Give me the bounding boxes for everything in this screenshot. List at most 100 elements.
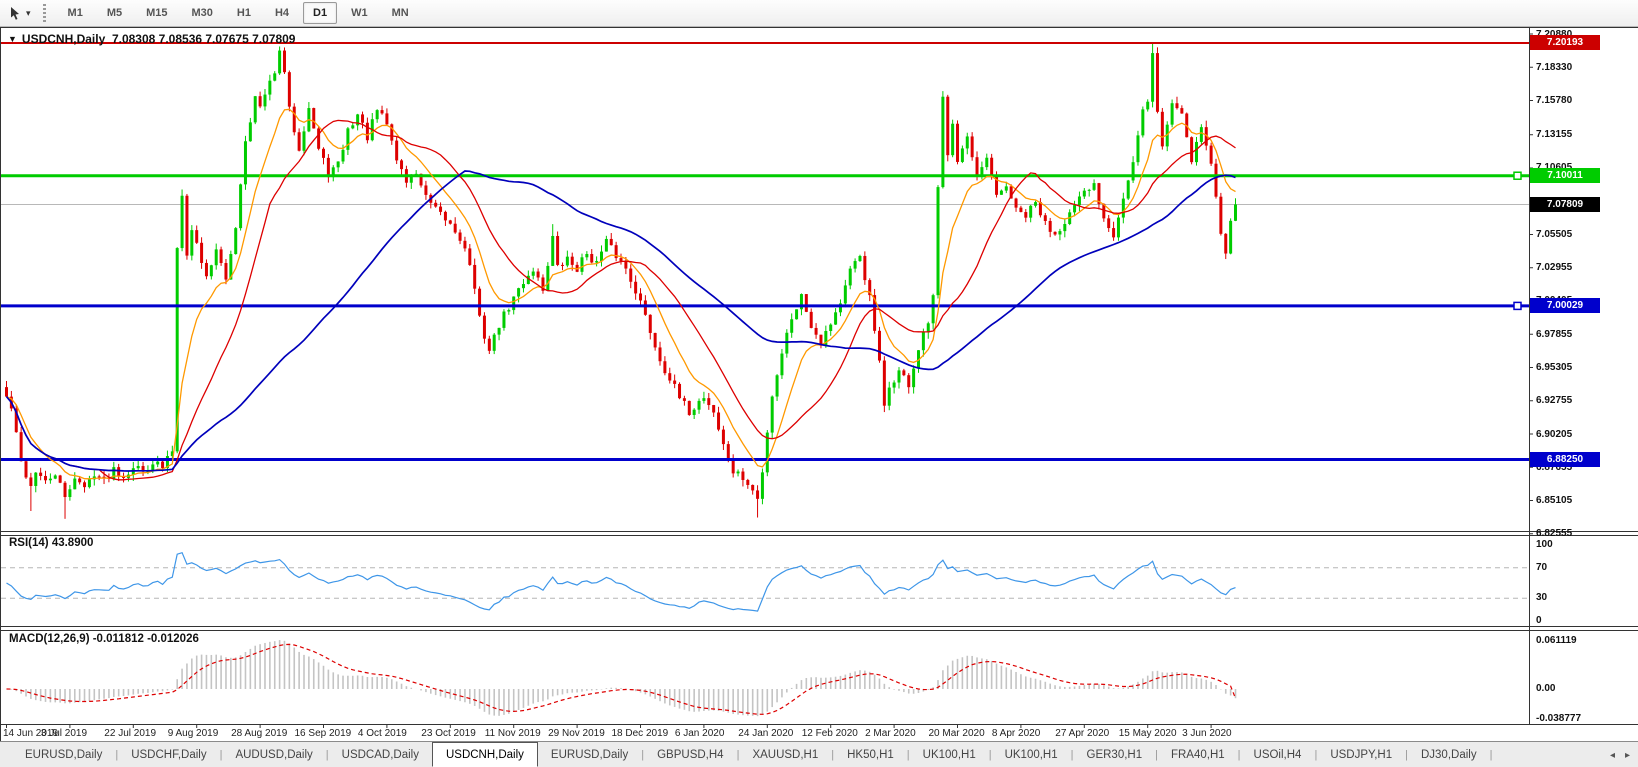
- tab-dj30-daily[interactable]: DJ30,Daily: [1420, 748, 1477, 761]
- price-label: 6.95305: [1536, 361, 1573, 373]
- price-label: 7.15780: [1536, 95, 1573, 106]
- date-axis[interactable]: 14 Jun 2019 3 Jul 2019 22 Jul 2019 9 Aug 20…: [1, 725, 1529, 743]
- date-label: 15 May 2020: [1118, 728, 1177, 739]
- chart-window: ▼ USDCNH,Daily 7.08308 7.08536 7.07675 7.…: [0, 27, 1638, 741]
- price-badge: 7.00029: [1530, 298, 1600, 314]
- rsi-scale-label: 30: [1536, 592, 1548, 604]
- timeframe-button-H4[interactable]: H4: [274, 7, 290, 19]
- tab-uk100-h1[interactable]: UK100,H1: [1004, 748, 1058, 761]
- toolbar: ▾ M1 M5 M15 M30 H1 H4 D1 W1 MN: [0, 0, 1638, 27]
- price-label: 7.20880: [1536, 28, 1573, 40]
- tab-usdchf-daily[interactable]: USDCHF,Daily: [131, 748, 207, 761]
- tab-eurusd-daily[interactable]: EURUSD,Daily: [550, 748, 629, 761]
- tab-usdjpy-h1[interactable]: USDJPY,H1: [1330, 748, 1393, 761]
- timeframe-button-H1[interactable]: H1: [236, 7, 251, 19]
- tab-uk100-h1[interactable]: UK100,H1: [922, 748, 976, 761]
- cursor-tool-button[interactable]: ▾: [4, 3, 35, 24]
- date-label: 6 Jan 2020: [674, 728, 725, 739]
- current-price-badge: 7.07809: [1530, 196, 1600, 212]
- date-label: 2 Mar 2020: [865, 728, 916, 739]
- tab-fra40-h1[interactable]: FRA40,H1: [1170, 748, 1225, 761]
- timeframe-button-M5[interactable]: M5: [106, 7, 123, 19]
- line-handle[interactable]: [1513, 301, 1522, 311]
- date-label: 22 Jul 2019: [104, 728, 157, 739]
- price-label: 6.97855: [1536, 328, 1573, 340]
- date-label: 27 Apr 2020: [1055, 728, 1110, 739]
- tab-separator: |: [906, 748, 910, 761]
- timeframe-button-W1[interactable]: W1: [351, 7, 368, 19]
- tab-usdcnh-daily[interactable]: USDCNH,Daily: [431, 742, 538, 767]
- date-label: 20 Mar 2020: [928, 728, 985, 739]
- cursor-icon: [11, 6, 19, 20]
- toolbar-grip[interactable]: [42, 4, 46, 22]
- tab-audusd-daily[interactable]: AUDUSD,Daily: [235, 748, 313, 761]
- price-label: 6.92755: [1536, 395, 1573, 407]
- macd-scale-label: 0.061119: [1536, 635, 1577, 647]
- date-label: 11 Nov 2019: [484, 728, 541, 739]
- date-label: 16 Sep 2019: [294, 728, 352, 739]
- tab-bar: EURUSD,Daily | USDCHF,Daily | AUDUSD,Daily | U…: [0, 741, 1638, 767]
- tab-separator: |: [1070, 748, 1074, 761]
- tab-separator: |: [1314, 748, 1318, 761]
- timeframe-button-MN[interactable]: MN: [391, 7, 409, 19]
- line-handle[interactable]: [1513, 171, 1522, 180]
- price-axis[interactable]: 7.20880 7.18330 7.15780 7.13155 7.10605 7.055…: [1530, 28, 1638, 725]
- macd-label: MACD(12,26,9) -0.011812 -0.012026: [9, 633, 199, 645]
- timeframe-button-M30[interactable]: M30: [191, 7, 213, 19]
- tab-separator: |: [1155, 748, 1158, 761]
- tab-scroll-buttons: ◂ ▸: [1610, 742, 1630, 767]
- price-label: 7.18330: [1536, 61, 1573, 73]
- tab-separator: |: [988, 748, 992, 761]
- macd-scale-label: -0.038777: [1536, 713, 1582, 725]
- tab-ger30-h1[interactable]: GER30,H1: [1086, 748, 1143, 761]
- price-badge: 7.10011: [1530, 168, 1600, 184]
- tab-usdcad-daily[interactable]: USDCAD,Daily: [341, 748, 419, 761]
- tab-separator: |: [736, 748, 740, 761]
- tab-scroll-right-button[interactable]: ▸: [1624, 749, 1630, 761]
- timeframe-button-M1[interactable]: M1: [67, 7, 83, 19]
- timeframe-button-D1[interactable]: D1: [303, 2, 338, 24]
- tab-gbpusd-h4[interactable]: GBPUSD,H4: [657, 748, 724, 761]
- price-label: 6.90205: [1536, 428, 1573, 440]
- tab-separator: |: [1237, 748, 1241, 761]
- date-label: 29 Nov 2019: [548, 728, 605, 739]
- tab-separator: |: [325, 748, 329, 761]
- price-label: 7.02955: [1536, 262, 1573, 274]
- rsi-label: RSI(14) 43.8900: [9, 537, 94, 549]
- tab-xauusd-h1[interactable]: XAUUSD,H1: [752, 748, 819, 761]
- price-badge: 7.20193: [1530, 35, 1600, 51]
- date-label: 4 Oct 2019: [357, 728, 407, 739]
- macd-scale-label: 0.00: [1536, 683, 1556, 694]
- caret-down-icon[interactable]: ▾: [26, 7, 31, 18]
- rsi-scale-label: 70: [1536, 561, 1548, 573]
- price-label: 7.05505: [1536, 228, 1573, 240]
- price-badge: 6.88250: [1530, 451, 1600, 467]
- tab-separator: |: [1405, 748, 1408, 761]
- chart-menu-icon[interactable]: ▼: [8, 34, 17, 44]
- tab-usoil-h4[interactable]: USOil,H4: [1253, 748, 1302, 761]
- date-label: 23 Oct 2019: [421, 728, 476, 739]
- main-chart-canvas[interactable]: [1, 28, 1638, 742]
- price-label: 6.82555: [1536, 528, 1573, 540]
- tab-scroll-left-button[interactable]: ◂: [1609, 749, 1615, 761]
- chart-ohlc: 7.08308 7.08536 7.07675 7.07809: [111, 32, 296, 46]
- chart-title: ▼ USDCNH,Daily 7.08308 7.08536 7.07675 7.…: [8, 32, 295, 46]
- timeframe-buttons: M1 M5 M15 M30 H1 H4 D1 W1 MN: [56, 2, 421, 24]
- rsi-scale-label: 0: [1536, 615, 1542, 626]
- tab-separator: |: [641, 748, 645, 761]
- tab-hk50-h1[interactable]: HK50,H1: [847, 748, 894, 761]
- tab-separator: |: [219, 748, 223, 761]
- tab-eurusd-daily[interactable]: EURUSD,Daily: [25, 748, 103, 761]
- price-label: 7.10605: [1536, 161, 1572, 174]
- chart-symbol: USDCNH,Daily: [21, 32, 106, 46]
- tab-separator: |: [831, 748, 835, 761]
- date-label: 12 Feb 2020: [801, 728, 858, 739]
- price-label: 7.13155: [1536, 129, 1573, 141]
- date-label: 8 Apr 2020: [991, 728, 1041, 739]
- date-label: 3 Jun 2020: [1182, 728, 1232, 739]
- timeframe-button-M15[interactable]: M15: [146, 7, 168, 19]
- date-label: 9 Aug 2019: [167, 728, 219, 739]
- price-label: 6.85105: [1536, 495, 1573, 506]
- tab-separator: |: [115, 748, 119, 761]
